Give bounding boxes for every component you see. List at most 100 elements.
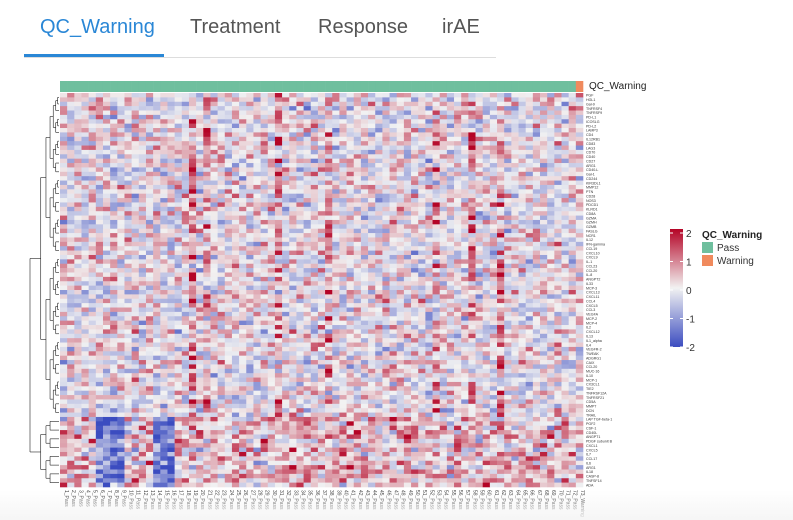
heatmap-cell	[239, 228, 247, 234]
annotation-cell	[117, 81, 125, 92]
heatmap-cell	[117, 154, 125, 159]
heatmap-cell	[403, 132, 412, 138]
heatmap-cell	[475, 101, 483, 107]
heatmap-cell	[389, 294, 398, 300]
heatmap-cell	[497, 136, 505, 142]
heatmap-cell	[532, 290, 541, 295]
heatmap-cell	[482, 132, 491, 138]
heatmap-cell	[267, 311, 276, 317]
heatmap-cell	[418, 298, 426, 304]
heatmap-cell	[160, 254, 168, 260]
heatmap-cell	[418, 241, 426, 247]
heatmap-cell	[532, 93, 541, 98]
tab-treatment[interactable]: Treatment	[190, 16, 281, 38]
heatmap-cell	[403, 298, 412, 304]
heatmap-cell	[346, 290, 355, 295]
heatmap-cell	[274, 311, 283, 317]
heatmap-cell	[188, 333, 197, 339]
heatmap-cell	[518, 93, 526, 98]
heatmap-cell	[403, 206, 412, 212]
heatmap-cell	[124, 158, 132, 164]
heatmap-cell	[303, 272, 312, 278]
heatmap-cell	[575, 97, 584, 103]
heatmap-cell	[217, 320, 226, 326]
heatmap-cell	[145, 368, 154, 374]
heatmap-cell	[368, 163, 376, 168]
heatmap-cell	[489, 290, 498, 295]
heatmap-cell	[511, 189, 519, 194]
heatmap-cell	[239, 163, 247, 168]
heatmap-cell	[81, 364, 89, 370]
tab-qc-warning[interactable]: QC_Warning	[40, 16, 155, 38]
heatmap-cell	[368, 206, 376, 212]
heatmap-cell	[131, 145, 140, 151]
heatmap-cell	[88, 368, 97, 374]
heatmap-cell	[568, 364, 577, 370]
heatmap-cell	[482, 93, 491, 98]
heatmap-cell	[110, 119, 118, 124]
heatmap-cell	[138, 145, 147, 151]
heatmap-cell	[145, 351, 154, 356]
heatmap-cell	[547, 320, 555, 326]
heatmap-cell	[532, 373, 541, 378]
heatmap-cell	[203, 325, 211, 330]
heatmap-cell	[411, 246, 419, 251]
heatmap-cell	[138, 114, 147, 120]
heatmap-cell	[310, 263, 319, 269]
heatmap-cell	[231, 128, 240, 133]
heatmap-cell	[167, 180, 175, 186]
annotation-cell	[224, 81, 233, 92]
heatmap-cell	[102, 233, 111, 238]
heatmap-cell	[504, 316, 512, 321]
heatmap-cell	[260, 342, 269, 348]
heatmap-cell	[88, 346, 97, 352]
heatmap-cell	[296, 346, 304, 352]
heatmap-cell	[497, 342, 505, 348]
heatmap-cell	[145, 346, 154, 352]
heatmap-cell	[403, 228, 412, 234]
heatmap-cell	[239, 97, 247, 103]
heatmap-cell	[432, 141, 441, 146]
heatmap-cell	[368, 316, 376, 321]
heatmap-cell	[196, 355, 204, 361]
heatmap-cell	[174, 189, 183, 194]
heatmap-cell	[332, 233, 340, 238]
heatmap-cell	[454, 281, 462, 286]
heatmap-cell	[81, 246, 89, 251]
heatmap-cell	[568, 106, 577, 111]
heatmap-cell	[475, 198, 483, 203]
heatmap-cell	[497, 119, 505, 124]
heatmap-cell	[124, 360, 132, 365]
heatmap-cell	[60, 101, 68, 107]
heatmap-cell	[339, 254, 347, 260]
heatmap-cell	[353, 193, 362, 199]
heatmap-cell	[88, 193, 97, 199]
heatmap-cell	[540, 346, 548, 352]
heatmap-cell	[117, 233, 125, 238]
heatmap-cell	[81, 93, 89, 98]
heatmap-cell	[382, 180, 390, 186]
heatmap-cell	[102, 176, 111, 181]
heatmap-cell	[239, 250, 247, 256]
tab-irae[interactable]: irAE	[442, 16, 480, 38]
heatmap-cell	[239, 311, 247, 317]
heatmap-cell	[425, 285, 433, 291]
heatmap-cell	[110, 224, 118, 230]
tab-response[interactable]: Response	[318, 16, 409, 38]
heatmap-cell	[253, 263, 261, 269]
heatmap-cell	[353, 224, 362, 230]
heatmap-cell	[117, 294, 125, 300]
heatmap-cell	[260, 180, 269, 186]
heatmap-cell	[167, 163, 175, 168]
heatmap-cell	[282, 368, 290, 374]
heatmap-cell	[167, 202, 175, 208]
heatmap-cell	[217, 290, 226, 295]
heatmap-cell	[554, 259, 562, 265]
heatmap-cell	[67, 93, 75, 98]
heatmap-cell	[203, 268, 211, 273]
heatmap-cell	[489, 246, 498, 251]
heatmap-cell	[274, 215, 283, 221]
heatmap-cell	[425, 206, 433, 212]
heatmap-cell	[468, 281, 476, 286]
heatmap-cell	[167, 145, 175, 151]
